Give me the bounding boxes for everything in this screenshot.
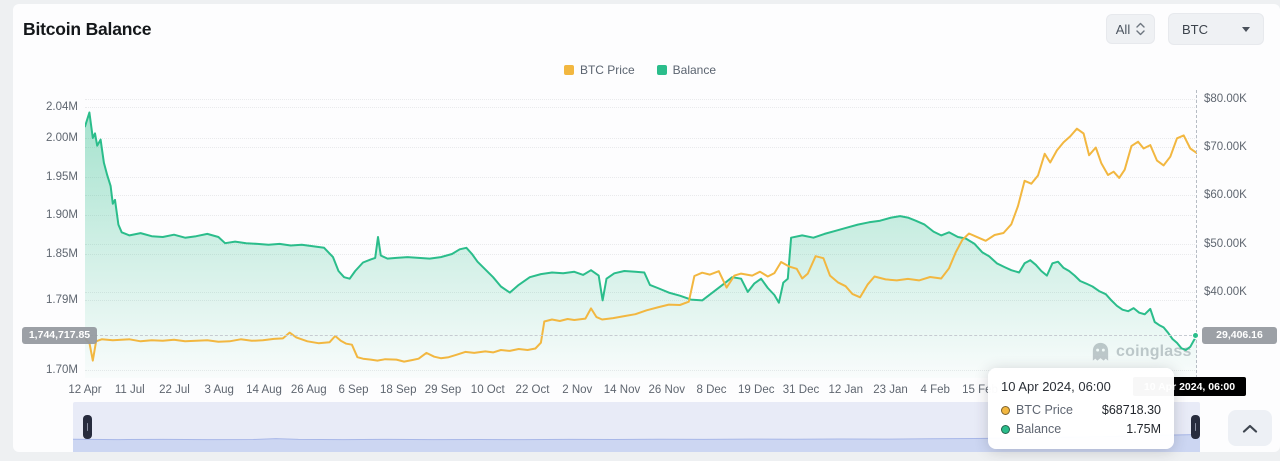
plot-area[interactable] — [85, 90, 1197, 378]
x-axis-tick-label: 14 Nov — [603, 384, 641, 396]
gridline — [85, 195, 1197, 197]
gridline — [85, 138, 1197, 139]
x-axis-tick-label: 18 Sep — [380, 384, 417, 396]
series-dot-icon — [1001, 405, 1010, 415]
tooltip-row: BTC Price $68718.30 — [1001, 403, 1161, 417]
tooltip-series-value: 1.75M — [1126, 422, 1161, 436]
gridline — [85, 243, 1197, 245]
y-axis-tick-label-right: $80.00K — [1204, 92, 1247, 105]
legend-swatch — [563, 65, 574, 75]
balance-value-badge: 1,744,717.85 — [22, 327, 97, 345]
y-axis-tick-label-right: $60.00K — [1204, 189, 1247, 202]
range-select-label: All — [1115, 21, 1131, 37]
x-axis-tick-label: 6 Sep — [338, 384, 369, 396]
tooltip-rows: BTC Price $68718.30 Balance 1.75M — [1001, 403, 1161, 436]
gridline — [85, 147, 1197, 149]
y-axis-tick-label-left: 1.90M — [46, 209, 78, 222]
legend-item-balance[interactable]: Balance — [656, 63, 717, 77]
x-axis-tick-label: 10 Oct — [470, 384, 505, 396]
x-axis-tick-label: 22 Oct — [515, 384, 550, 396]
tooltip-row: Balance 1.75M — [1001, 422, 1161, 436]
y-axis-tick-label-left: 1.85M — [46, 247, 78, 260]
legend-swatch — [656, 65, 667, 75]
x-axis-tick-label: 19 Dec — [738, 384, 775, 396]
legend-label: Balance — [672, 63, 717, 77]
gridline — [85, 253, 1197, 255]
y-axis-tick-label-right: $70.00K — [1204, 141, 1247, 154]
hovered-point-marker — [1192, 331, 1200, 339]
x-axis-tick-label: 14 Aug — [246, 384, 282, 396]
btc-price-line-series — [85, 127, 1197, 363]
gridline — [85, 98, 1197, 100]
range-select-button[interactable]: All — [1106, 14, 1155, 44]
y-axis-tick-label-right: $40.00K — [1204, 285, 1247, 298]
y-axis-tick-label-right: $50.00K — [1204, 237, 1247, 250]
crosshair-vertical-line — [1195, 90, 1197, 378]
y-axis-tick-label-left: 2.00M — [46, 132, 78, 144]
balance-line-series — [85, 111, 1197, 351]
navigator-handle-left[interactable] — [83, 415, 92, 439]
x-axis-tick-label: 2 Nov — [562, 384, 593, 396]
y-axis-tick-label-left: 2.04M — [46, 101, 78, 114]
caret-down-icon — [1242, 26, 1250, 32]
x-axis-tick-label: 3 Aug — [204, 384, 234, 396]
tooltip-series-label: Balance — [1016, 422, 1062, 436]
chevron-up-icon — [1242, 424, 1258, 433]
y-axis-tick-label-left: 1.79M — [46, 294, 78, 307]
coin-select-label: BTC — [1182, 21, 1208, 37]
series-dot-icon — [1001, 424, 1010, 434]
x-axis-tick-label: 11 Jul — [114, 384, 145, 396]
x-axis-tick-label: 22 Jul — [159, 384, 190, 396]
gridline — [85, 215, 1197, 217]
x-axis-tick-label: 8 Dec — [696, 384, 727, 396]
price-value-badge: 29,406.16 — [1202, 327, 1277, 345]
collapse-button[interactable] — [1228, 410, 1272, 446]
legend: BTC Price Balance — [0, 63, 1280, 77]
tooltip: 10 Apr 2024, 06:00 BTC Price $68718.30 Bal… — [988, 368, 1174, 449]
x-axis-tick-label: 31 Dec — [782, 384, 820, 396]
legend-item-btc-price[interactable]: BTC Price — [563, 63, 635, 77]
coin-select-button[interactable]: BTC — [1168, 13, 1264, 45]
x-axis-tick-label: 26 Nov — [648, 384, 685, 396]
x-axis-tick-label: 4 Feb — [920, 384, 950, 396]
sort-arrows-icon — [1136, 22, 1145, 36]
crosshair-horizontal-line — [85, 335, 1197, 337]
x-axis-tick-label: 12 Jan — [828, 384, 864, 396]
legend-label: BTC Price — [579, 63, 635, 77]
x-axis-tick-label: 12 Apr — [68, 384, 102, 396]
balance-area-series — [85, 112, 1197, 378]
tooltip-series-label: BTC Price — [1016, 403, 1073, 417]
x-axis-tick-label: 23 Jan — [873, 384, 908, 396]
navigator-handle-right[interactable] — [1191, 415, 1200, 439]
tooltip-date: 10 Apr 2024, 06:00 — [1001, 379, 1111, 394]
y-axis-tick-label-left: 1.70M — [46, 363, 78, 376]
x-axis-tick-label: 26 Aug — [290, 384, 327, 396]
gridline — [85, 107, 1197, 109]
x-axis-tick-label: 29 Sep — [424, 384, 462, 396]
y-axis-tick-label-left: 1.95M — [46, 170, 78, 183]
tooltip-series-value: $68718.30 — [1101, 403, 1161, 417]
page-title: Bitcoin Balance — [23, 19, 152, 39]
gridline — [85, 176, 1197, 178]
